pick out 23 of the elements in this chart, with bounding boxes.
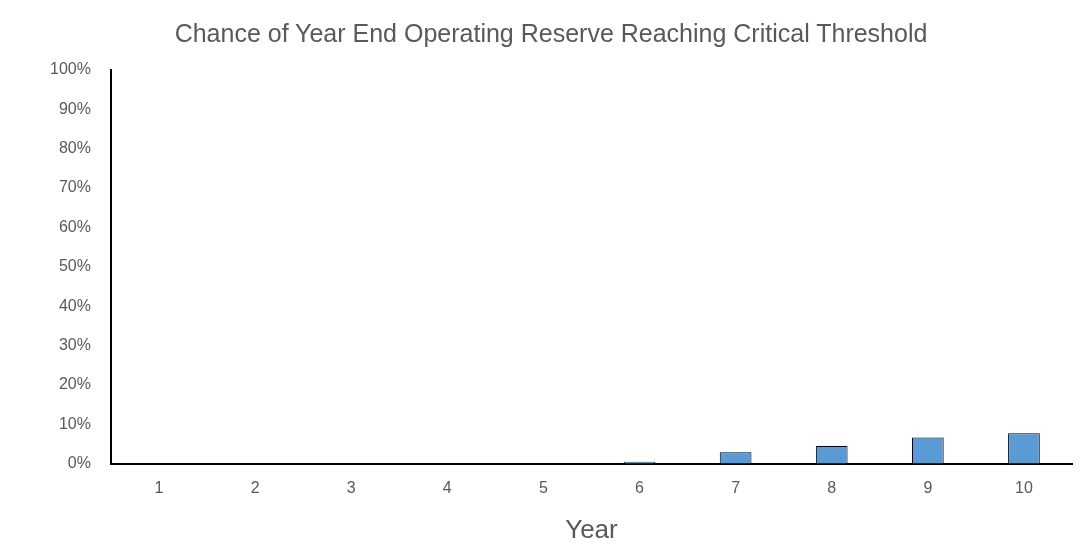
y-tick-label: 20% bbox=[58, 375, 91, 393]
x-tick-label: 1 bbox=[154, 478, 164, 496]
x-tick-label: 4 bbox=[442, 478, 452, 496]
y-tick-label: 0% bbox=[67, 454, 91, 472]
y-tick-label: 90% bbox=[58, 99, 91, 117]
x-tick-label: 2 bbox=[250, 478, 260, 496]
y-tick-label: 40% bbox=[58, 296, 91, 314]
y-tick-label: 70% bbox=[58, 178, 91, 196]
y-tick-label: 50% bbox=[58, 257, 91, 275]
chart-title: Chance of Year End Operating Reserve Reaching Critical Threshold bbox=[174, 18, 928, 47]
y-tick-label: 60% bbox=[58, 217, 91, 235]
y-tick-label: 30% bbox=[58, 335, 91, 353]
x-tick-label: 8 bbox=[827, 478, 837, 496]
x-tick-label: 10 bbox=[1015, 478, 1033, 496]
y-tick-label: 10% bbox=[58, 414, 91, 432]
x-tick-label: 5 bbox=[538, 478, 548, 496]
x-tick-label: 6 bbox=[635, 478, 645, 496]
x-tick-label: 9 bbox=[923, 478, 933, 496]
x-tick-label: 7 bbox=[731, 478, 741, 496]
y-tick-label: 80% bbox=[58, 139, 91, 157]
x-axis-title: Year bbox=[565, 513, 619, 544]
y-tick-label: 100% bbox=[50, 60, 91, 78]
x-tick-label: 3 bbox=[346, 478, 356, 496]
